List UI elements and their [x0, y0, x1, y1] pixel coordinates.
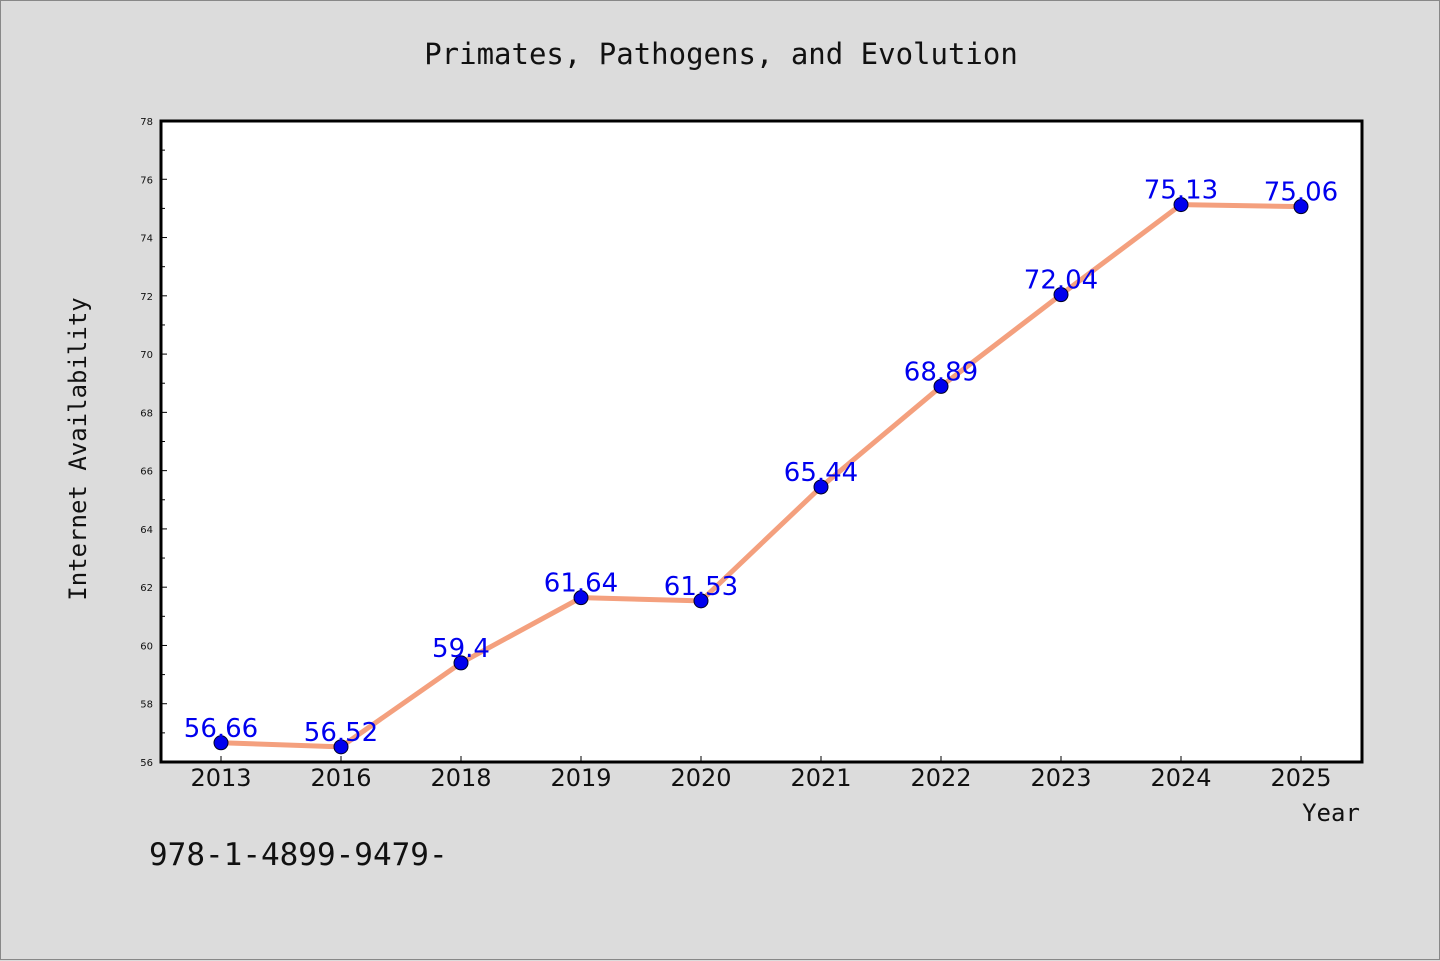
x-tick-label-2024: 2024 — [1150, 764, 1211, 792]
data-label-2022: 68.89 — [904, 357, 978, 387]
x-tick-label-2019: 2019 — [550, 764, 611, 792]
y-axis-label: Internet Availability — [64, 297, 92, 600]
y-tick-label: 78 — [140, 117, 153, 128]
y-tick-label: 60 — [140, 641, 153, 652]
data-point-2013 — [213, 735, 229, 751]
data-label-2018: 59.4 — [432, 634, 490, 664]
plot-area — [159, 119, 1364, 764]
data-label-2021: 65.44 — [784, 458, 858, 488]
x-tick-label-2013: 2013 — [190, 764, 251, 792]
data-label-2020: 61.53 — [664, 572, 738, 602]
x-tick-label-2020: 2020 — [670, 764, 731, 792]
x-tick-label-2018: 2018 — [430, 764, 491, 792]
data-point-2021 — [813, 479, 829, 495]
chart-title: Primates, Pathogens, and Evolution — [424, 37, 1018, 71]
data-label-2019: 61.64 — [544, 569, 618, 599]
data-labels: 56.66 56.52 59.4 61.64 61.53 65.44 68.89 72.04 7… — [184, 176, 1338, 748]
footnote-isbn: 978-1-4899-9479- — [149, 837, 448, 873]
x-axis: 2013 2016 2018 2019 2020 2021 2022 2023 2024 2025 — [190, 756, 1332, 792]
x-tick-label-2022: 2022 — [910, 764, 971, 792]
y-tick-label: 74 — [140, 234, 153, 245]
data-point-2023 — [1053, 287, 1069, 303]
y-axis: 56 58 60 62 64 66 68 70 72 74 76 78 — [140, 117, 167, 769]
data-point-2019 — [573, 590, 589, 606]
x-tick-label-2025: 2025 — [1270, 764, 1331, 792]
data-label-2025: 75.06 — [1264, 178, 1338, 208]
y-tick-label: 56 — [140, 758, 153, 769]
y-tick-label: 66 — [140, 467, 153, 478]
data-point-2020 — [693, 593, 709, 609]
y-tick-label: 62 — [140, 583, 153, 594]
x-tick-label-2016: 2016 — [310, 764, 371, 792]
series-line — [218, 202, 1304, 750]
data-point-2016 — [333, 739, 349, 755]
data-label-2013: 56.66 — [184, 714, 258, 744]
data-point-2018 — [453, 655, 469, 671]
data-point-2025 — [1293, 199, 1309, 215]
y-tick-label: 70 — [140, 350, 153, 361]
series-markers — [213, 197, 1309, 755]
data-point-2022 — [933, 378, 949, 394]
y-tick-label: 58 — [140, 700, 153, 711]
y-tick-label: 72 — [140, 292, 153, 303]
data-point-2024 — [1173, 197, 1189, 213]
y-tick-label: 64 — [140, 525, 153, 536]
data-label-2016: 56.52 — [304, 718, 378, 748]
y-tick-label: 68 — [140, 408, 153, 419]
data-label-2023: 72.04 — [1024, 266, 1098, 296]
y-tick-label: 76 — [140, 175, 153, 186]
data-label-2024: 75.13 — [1144, 176, 1218, 206]
x-axis-label: Year — [1302, 799, 1360, 827]
x-tick-label-2023: 2023 — [1030, 764, 1091, 792]
x-tick-label-2021: 2021 — [790, 764, 851, 792]
